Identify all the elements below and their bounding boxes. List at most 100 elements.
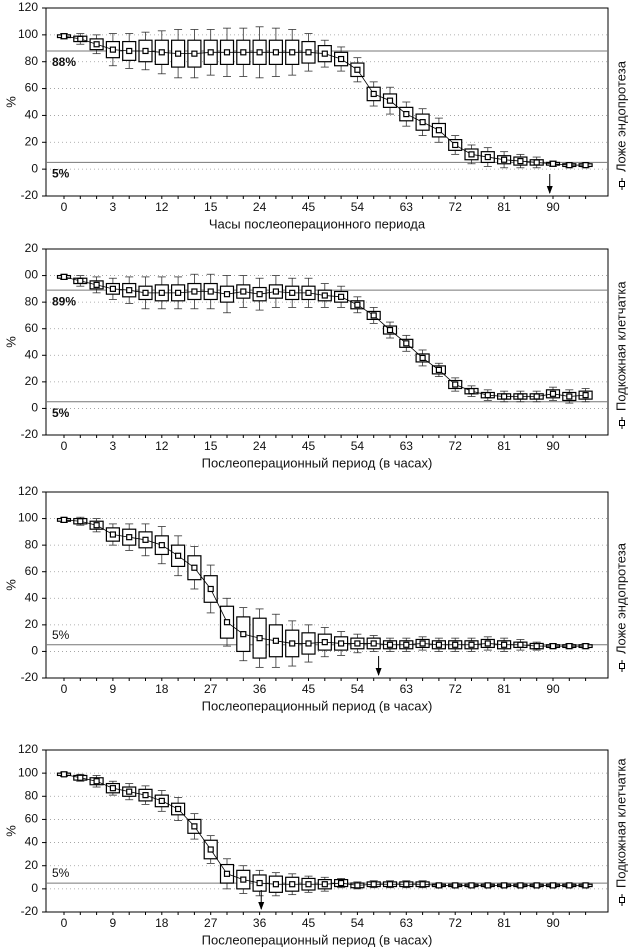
x-tick-label: 18 xyxy=(155,916,169,930)
median-marker xyxy=(240,288,247,295)
median-marker xyxy=(191,50,198,57)
median-marker xyxy=(77,774,84,781)
x-tick-label: 9 xyxy=(110,916,117,930)
median-marker xyxy=(305,881,312,888)
y-tick-label: -20 xyxy=(21,904,39,918)
median-marker xyxy=(484,392,491,399)
median-marker xyxy=(338,293,345,300)
plot-frame xyxy=(45,248,609,436)
x-tick-label: 0 xyxy=(61,682,68,696)
median-marker xyxy=(158,289,165,296)
legend-symbol xyxy=(619,897,625,903)
median-marker xyxy=(403,881,410,888)
x-tick-label: 54 xyxy=(351,916,365,930)
median-marker xyxy=(419,640,426,647)
median-marker xyxy=(223,49,231,56)
median-marker xyxy=(468,151,475,158)
plot-frame xyxy=(45,7,609,197)
median-marker xyxy=(321,292,328,299)
median-marker xyxy=(93,41,100,48)
y-tick-label: 40 xyxy=(25,590,39,604)
median-marker xyxy=(468,641,475,648)
median-marker xyxy=(77,518,84,525)
median-marker xyxy=(435,127,442,134)
median-marker xyxy=(419,881,426,888)
y-tick-label: 60 xyxy=(25,321,39,335)
median-marker xyxy=(175,50,182,57)
median-marker xyxy=(191,288,198,295)
median-marker xyxy=(403,110,410,118)
median-marker xyxy=(289,49,296,56)
y-tick-label: 0 xyxy=(31,401,38,415)
median-marker xyxy=(223,619,231,626)
reference-label: 89% xyxy=(52,294,76,308)
x-tick-label: 15 xyxy=(204,200,218,214)
x-tick-label: 3 xyxy=(110,439,117,453)
reference-label: 88% xyxy=(52,55,76,69)
median-marker xyxy=(566,393,573,400)
median-marker xyxy=(566,643,573,650)
median-marker xyxy=(175,805,182,813)
median-marker xyxy=(191,564,198,571)
y-tick-label: 40 xyxy=(25,347,39,361)
y-axis-label: % xyxy=(3,579,18,591)
median-marker xyxy=(207,288,214,295)
median-marker xyxy=(468,882,475,889)
median-marker xyxy=(419,119,426,126)
y-tick-label: 20 xyxy=(25,617,39,631)
x-tick-label: 24 xyxy=(253,200,267,214)
median-marker xyxy=(60,516,68,524)
median-marker xyxy=(484,882,491,889)
median-marker xyxy=(272,288,279,295)
median-marker xyxy=(517,393,524,400)
x-tick-label: 0 xyxy=(61,916,68,930)
plot-frame xyxy=(45,749,609,913)
median-marker xyxy=(126,788,133,795)
median-marker xyxy=(370,640,377,647)
median-marker xyxy=(435,641,442,648)
median-marker xyxy=(77,277,84,284)
x-tick-label: 3 xyxy=(110,200,117,214)
legend-label: Подкожная клетчатка xyxy=(613,281,628,411)
median-marker xyxy=(452,381,459,388)
reference-label: 5% xyxy=(52,628,70,642)
median-marker xyxy=(256,49,263,56)
y-tick-label: 20 xyxy=(25,374,39,388)
median-marker xyxy=(223,870,231,877)
median-marker xyxy=(240,49,247,56)
reference-label: 5% xyxy=(52,406,70,420)
y-tick-label: 20 xyxy=(25,134,39,148)
median-marker xyxy=(419,354,426,362)
y-tick-label: -20 xyxy=(21,670,39,684)
x-tick-label: 81 xyxy=(497,200,511,214)
x-axis-label: Часы послеоперационного периода xyxy=(209,216,426,231)
y-tick-label: 120 xyxy=(18,484,38,498)
median-marker xyxy=(533,159,540,166)
median-marker xyxy=(403,340,410,347)
x-tick-label: 36 xyxy=(253,916,267,930)
x-tick-label: 27 xyxy=(204,916,218,930)
x-tick-label: 36 xyxy=(253,682,267,696)
x-tick-label: 72 xyxy=(449,682,463,696)
median-marker xyxy=(289,881,296,888)
median-marker xyxy=(386,326,394,334)
median-marker xyxy=(354,882,361,889)
y-tick-label: 80 xyxy=(25,788,39,802)
x-axis-label: Послеоперационный период (в часах) xyxy=(202,455,433,470)
median-marker xyxy=(142,289,149,296)
x-tick-label: 90 xyxy=(546,916,560,930)
median-marker xyxy=(60,33,68,40)
x-tick-label: 90 xyxy=(546,682,560,696)
median-marker xyxy=(338,640,345,647)
x-tick-label: 63 xyxy=(400,682,414,696)
y-tick-label: 60 xyxy=(25,812,39,826)
x-tick-label: 54 xyxy=(351,682,365,696)
x-tick-label: 81 xyxy=(497,439,511,453)
y-tick-label: 00 xyxy=(25,268,39,282)
x-tick-label: 0 xyxy=(61,200,68,214)
median-marker xyxy=(582,162,589,169)
x-tick-label: 90 xyxy=(546,439,560,453)
x-tick-label: 63 xyxy=(400,200,414,214)
x-tick-label: 54 xyxy=(351,200,365,214)
